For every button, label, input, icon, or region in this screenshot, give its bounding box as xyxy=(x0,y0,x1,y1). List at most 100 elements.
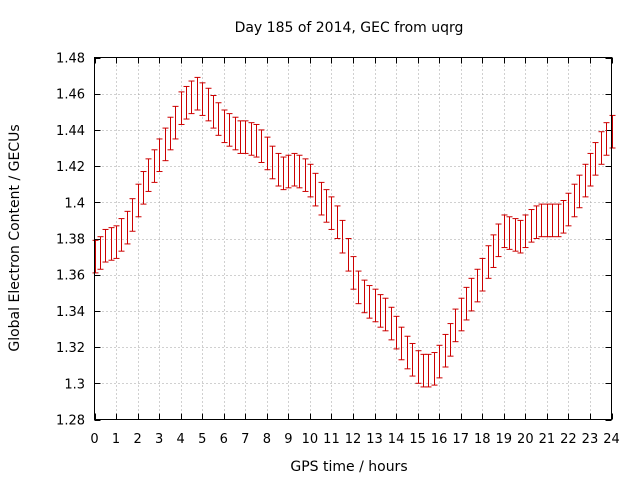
error-bar xyxy=(318,181,325,216)
error-bar xyxy=(291,152,298,187)
error-bar xyxy=(517,219,524,254)
x-tick-label: 14 xyxy=(388,432,405,447)
error-bar xyxy=(425,353,432,388)
error-bar xyxy=(415,350,422,384)
error-bar xyxy=(210,95,217,129)
y-tick-label: 1.34 xyxy=(56,305,85,320)
error-bar xyxy=(495,223,502,258)
error-bar xyxy=(199,82,206,116)
error-bar xyxy=(463,286,470,321)
x-tick-label: 9 xyxy=(284,432,292,447)
x-tick-label: 13 xyxy=(366,432,383,447)
error-bar xyxy=(280,156,287,191)
x-tick-label: 12 xyxy=(345,432,362,447)
x-tick-label: 15 xyxy=(409,432,426,447)
error-bar xyxy=(334,205,341,239)
x-tick-label: 4 xyxy=(177,432,185,447)
error-bar xyxy=(393,315,400,350)
error-bar xyxy=(269,145,276,180)
x-axis-title: GPS time / hours xyxy=(290,459,407,475)
x-tick-label: 3 xyxy=(155,432,163,447)
error-bar xyxy=(409,342,416,377)
error-bar xyxy=(587,152,594,187)
error-bar xyxy=(302,158,309,192)
y-tick-label: 1.4 xyxy=(64,196,85,211)
error-bar xyxy=(582,163,589,198)
error-bar xyxy=(312,172,319,207)
error-bar xyxy=(479,257,486,292)
error-bar xyxy=(485,245,492,279)
error-bar xyxy=(528,209,535,243)
error-bar xyxy=(366,285,373,319)
error-bar xyxy=(145,158,152,192)
error-bar xyxy=(129,198,136,232)
error-bar xyxy=(248,122,255,156)
error-bar xyxy=(522,214,529,249)
error-bar xyxy=(442,333,449,368)
error-bar xyxy=(92,239,99,274)
x-tick-label: 23 xyxy=(582,432,599,447)
error-bar xyxy=(113,225,120,259)
error-bar xyxy=(372,288,379,323)
error-bar xyxy=(431,352,438,386)
error-bar xyxy=(162,127,169,162)
error-bar xyxy=(447,323,454,357)
error-bar xyxy=(345,238,352,272)
error-bar xyxy=(258,129,265,163)
error-bar xyxy=(172,105,179,140)
error-bar xyxy=(571,183,578,218)
error-bar xyxy=(420,353,427,388)
error-bar xyxy=(97,236,104,270)
error-bar xyxy=(490,234,497,268)
error-bar xyxy=(307,163,314,198)
x-tick-label: 24 xyxy=(603,432,620,447)
error-bar xyxy=(549,203,556,238)
y-tick-label: 1.46 xyxy=(56,88,85,103)
error-bar xyxy=(560,199,567,234)
error-bar xyxy=(102,228,109,263)
error-bar xyxy=(436,344,443,379)
y-tick-label: 1.36 xyxy=(56,269,85,284)
error-bar xyxy=(215,102,222,136)
error-bar xyxy=(226,113,233,147)
x-tick-label: 11 xyxy=(323,432,340,447)
x-tick-label: 22 xyxy=(560,432,577,447)
error-bar xyxy=(355,270,362,305)
chart-title: Day 185 of 2014, GEC from uqrg xyxy=(235,20,464,36)
error-bar xyxy=(404,335,411,370)
error-bar xyxy=(603,122,610,156)
error-bar xyxy=(135,183,142,218)
error-bar xyxy=(533,205,540,239)
error-bar xyxy=(124,210,131,245)
error-bar xyxy=(565,192,572,227)
error-bar xyxy=(350,256,357,290)
axis-ticks xyxy=(94,57,613,421)
error-bar xyxy=(108,227,115,261)
error-bar xyxy=(377,294,384,328)
error-bar xyxy=(118,218,125,252)
error-bar xyxy=(264,136,271,171)
error-bar xyxy=(323,189,330,223)
y-tick-label: 1.28 xyxy=(56,414,85,429)
error-bar xyxy=(474,268,481,303)
x-tick-labels: 0 1 2 3 4 5 6 7 8 9 10 11 12 13 14 15 16 17 18 19 20 21 22 23 24 xyxy=(90,432,619,447)
error-bar xyxy=(167,116,174,151)
y-tick-label: 1.32 xyxy=(56,341,85,356)
x-tick-label: 0 xyxy=(90,432,98,447)
error-bar xyxy=(388,306,395,341)
x-tick-label: 8 xyxy=(263,432,271,447)
error-bar xyxy=(156,138,163,173)
x-tick-label: 16 xyxy=(431,432,448,447)
x-tick-label: 10 xyxy=(302,432,319,447)
y-tick-labels: 1.28 1.3 1.32 1.34 1.36 1.38 1.4 1.42 1.44 1.46 1.… xyxy=(56,52,85,429)
y-tick-label: 1.48 xyxy=(56,52,85,67)
error-bar xyxy=(242,120,249,154)
error-bars xyxy=(92,76,616,388)
error-bar xyxy=(178,91,185,125)
error-bar xyxy=(452,308,459,343)
error-bar xyxy=(506,216,513,250)
error-bar xyxy=(221,109,228,144)
x-tick-label: 7 xyxy=(241,432,249,447)
error-bar xyxy=(339,219,346,254)
